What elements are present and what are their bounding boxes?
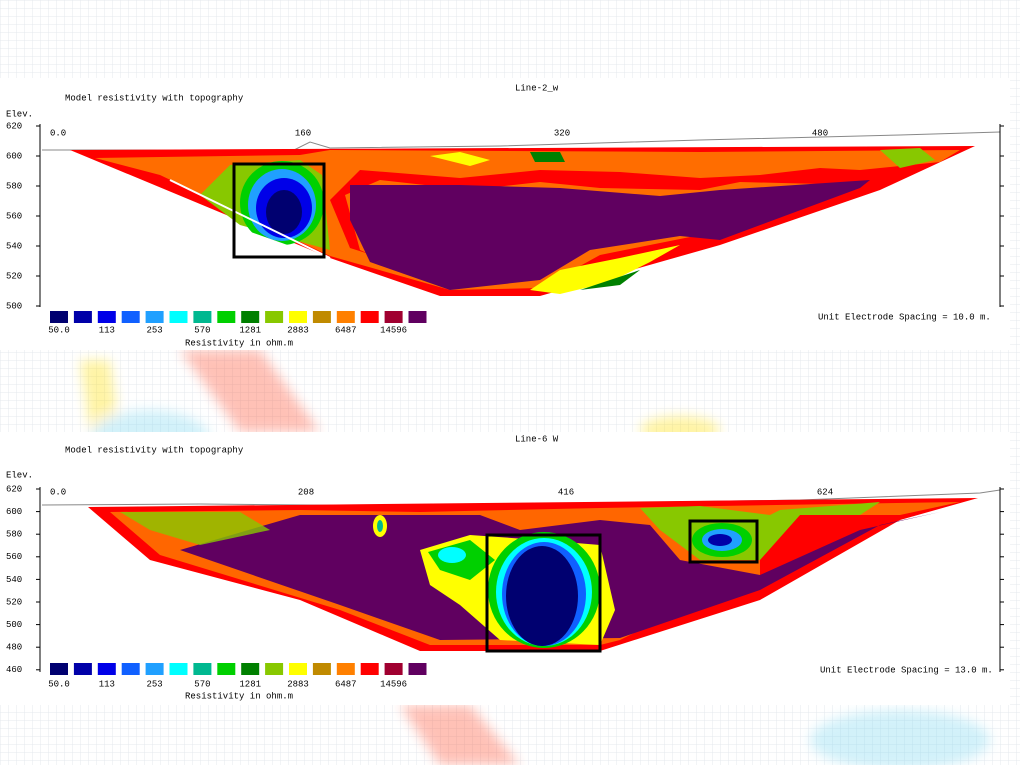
legend-swatch (408, 663, 427, 675)
y-tick-label: 620 (6, 484, 22, 494)
legend-swatch (241, 311, 260, 323)
resistivity-section (41, 489, 1001, 653)
legend-swatch (408, 311, 427, 323)
legend-swatch (193, 663, 212, 675)
y-tick-label: 500 (6, 301, 22, 311)
elevation-label: Elev. (6, 109, 33, 119)
y-tick-label: 520 (6, 271, 22, 281)
legend-swatch (97, 663, 116, 675)
legend-label: 113 (99, 325, 115, 335)
x-tick-label: 0.0 (50, 487, 66, 497)
legend-label: 6487 (335, 679, 357, 689)
legend-swatch (360, 663, 379, 675)
y-tick-label: 580 (6, 530, 22, 540)
legend-label: 570 (194, 325, 210, 335)
y-tick-label: 540 (6, 241, 22, 251)
legend-swatch (169, 663, 188, 675)
legend-swatch (50, 311, 68, 323)
y-tick-label: 560 (6, 552, 22, 562)
legend-label: 253 (146, 679, 162, 689)
background-decor (80, 350, 990, 765)
legend-label: 1281 (239, 325, 261, 335)
y-tick-label: 540 (6, 575, 22, 585)
y-tick-label: 480 (6, 643, 22, 653)
x-tick-label: 416 (558, 487, 574, 497)
labels: Line-2_w Model resistivity with topograph… (6, 83, 1004, 701)
legend-label: 14596 (380, 325, 407, 335)
legend-label: 50.0 (48, 679, 70, 689)
legend-swatch (265, 663, 284, 675)
panel-subtitle: Model resistivity with topography (65, 93, 244, 103)
spacing-note: Unit Electrode Spacing = 10.0 m. (818, 312, 991, 322)
x-tick-label: 208 (298, 487, 314, 497)
y-tick-label: 620 (6, 121, 22, 131)
legend-label: 1281 (239, 679, 261, 689)
panel-title: Line-2_w (515, 83, 559, 93)
y-tick-label: 520 (6, 597, 22, 607)
elevation-label: Elev. (6, 470, 33, 480)
panel-title: Line-6 W (515, 434, 559, 444)
legend-swatch (289, 311, 307, 323)
legend-swatch (336, 663, 355, 675)
legend-swatch (145, 311, 164, 323)
legend-swatch (265, 311, 284, 323)
legend-swatch (121, 663, 140, 675)
legend-swatch (73, 663, 92, 675)
legend-label: 570 (194, 679, 210, 689)
legend-label: 2883 (287, 679, 309, 689)
y-tick-label: 580 (6, 181, 22, 191)
legend-swatch (384, 663, 403, 675)
x-tick-label: 320 (554, 128, 570, 138)
spacing-note: Unit Electrode Spacing = 13.0 m. (820, 665, 993, 675)
legend-label: 253 (146, 325, 162, 335)
y-tick-label: 460 (6, 665, 22, 675)
legend-label: 50.0 (48, 325, 70, 335)
x-tick-label: 0.0 (50, 128, 66, 138)
legend-title: Resistivity in ohm.m (185, 691, 293, 701)
legend-swatch (312, 311, 331, 323)
panel-subtitle: Model resistivity with topography (65, 445, 244, 455)
legend-swatch (336, 311, 355, 323)
legend-swatch (217, 663, 236, 675)
x-tick-label: 160 (295, 128, 311, 138)
x-tick-label: 480 (812, 128, 828, 138)
y-tick-label: 600 (6, 507, 22, 517)
legend-title: Resistivity in ohm.m (185, 338, 293, 348)
legend-label: 113 (99, 679, 115, 689)
legend-label: 6487 (335, 325, 357, 335)
y-tick-label: 500 (6, 620, 22, 630)
legend-swatch (121, 311, 140, 323)
legend-swatch (312, 663, 331, 675)
legend-swatch (384, 311, 403, 323)
x-tick-label: 624 (817, 487, 833, 497)
y-tick-label: 600 (6, 151, 22, 161)
legend-swatch (145, 663, 164, 675)
legend-swatch (73, 311, 92, 323)
legend-swatch (360, 311, 379, 323)
legend-swatch (241, 663, 260, 675)
legend-swatch (97, 311, 116, 323)
legend-swatch (193, 311, 212, 323)
y-tick-label: 560 (6, 211, 22, 221)
legend-label: 2883 (287, 325, 309, 335)
legend-label: 14596 (380, 679, 407, 689)
legend-swatch (169, 311, 188, 323)
resistivity-section (42, 131, 1001, 296)
legend-swatch (217, 311, 236, 323)
legend-swatch (50, 663, 68, 675)
legend-swatch (289, 663, 307, 675)
